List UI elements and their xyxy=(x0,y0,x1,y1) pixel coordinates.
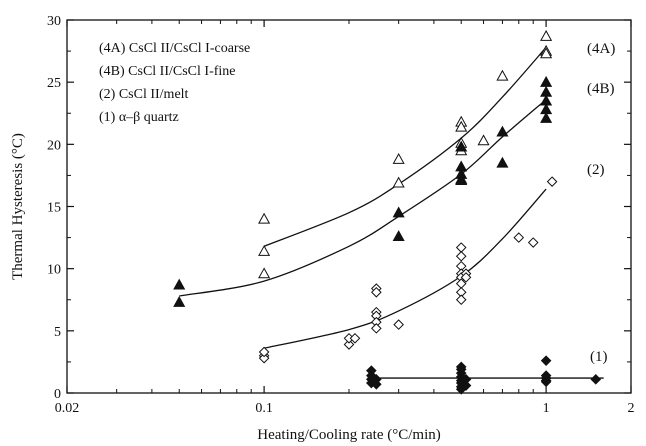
data-point-series-1 xyxy=(496,156,509,168)
y-tick-label: 15 xyxy=(47,201,61,216)
data-point-series-0 xyxy=(540,29,553,41)
x-tick-label: 1 xyxy=(543,401,550,416)
data-point-series-2 xyxy=(455,294,467,306)
legend: (4A) CsCl II/CsCl I-coarse (4B) CsCl II/C… xyxy=(99,41,250,125)
data-point-series-2 xyxy=(393,319,404,330)
legend-entry: (4B) CsCl II/CsCl I-fine xyxy=(99,64,236,79)
data-point-series-2 xyxy=(343,339,355,350)
series-annotation: (1) xyxy=(590,349,608,365)
data-point-series-3 xyxy=(460,380,472,391)
data-point-series-1 xyxy=(455,174,468,186)
data-point-series-2 xyxy=(513,232,525,243)
data-point-series-1 xyxy=(540,111,553,123)
data-point-series-3 xyxy=(371,378,382,390)
data-point-series-2 xyxy=(527,237,539,248)
data-point-series-2 xyxy=(460,272,472,283)
legend-entry: (1) α–β quartz xyxy=(99,110,179,125)
data-point-series-1 xyxy=(173,296,186,307)
data-point-series-2 xyxy=(349,332,361,344)
y-axis-title: Thermal Hysteresis (°C) xyxy=(10,133,26,280)
x-tick-label: 0.1 xyxy=(255,401,273,416)
data-point-series-1 xyxy=(392,230,405,241)
data-point-series-1 xyxy=(540,75,553,87)
legend-entry: (4A) CsCl II/CsCl I-coarse xyxy=(99,41,250,56)
data-point-series-0 xyxy=(258,245,271,256)
data-point-series-3 xyxy=(590,374,602,385)
data-point-series-0 xyxy=(455,120,468,132)
data-point-series-0 xyxy=(392,176,405,188)
data-point-series-0 xyxy=(258,267,271,279)
x-tick-label: 2 xyxy=(628,401,635,416)
y-tick-label: 20 xyxy=(47,138,61,153)
x-tick-label: 0.02 xyxy=(55,401,80,416)
data-point-series-2 xyxy=(258,352,270,364)
data-point-series-2 xyxy=(371,323,382,334)
series-annotations: (4A) (4B) (2) (1) xyxy=(587,41,615,365)
legend-entry: (2) CsCl II/melt xyxy=(99,87,189,102)
data-point-series-0 xyxy=(477,134,490,146)
data-point-series-2 xyxy=(258,346,270,358)
y-tick-label: 5 xyxy=(54,325,61,340)
y-tick-label: 10 xyxy=(47,263,61,278)
data-point-series-1 xyxy=(173,278,186,290)
x-axis-title: Heating/Cooling rate (°C/min) xyxy=(257,427,440,443)
fit-curve-series-0 xyxy=(263,46,547,247)
data-point-series-0 xyxy=(496,69,509,81)
data-point-series-2 xyxy=(455,250,467,262)
data-point-series-0 xyxy=(540,47,553,59)
data-point-series-3 xyxy=(540,355,552,366)
data-point-series-2 xyxy=(455,242,467,253)
series-annotation: (4A) xyxy=(587,41,615,57)
y-tick-label: 30 xyxy=(47,14,61,29)
data-point-series-1 xyxy=(496,125,509,137)
data-point-series-1 xyxy=(455,140,468,152)
y-tick-label: 25 xyxy=(47,76,61,91)
data-point-series-2 xyxy=(546,176,558,187)
series-annotation: (2) xyxy=(587,162,605,178)
data-point-series-2 xyxy=(371,286,382,298)
fit-curves xyxy=(179,46,604,379)
fit-curve-series-2 xyxy=(263,188,547,349)
fit-curve-series-1 xyxy=(179,99,547,297)
data-points xyxy=(173,29,602,395)
series-annotation: (4B) xyxy=(587,81,615,97)
data-point-series-3 xyxy=(540,376,552,388)
data-point-series-0 xyxy=(392,153,405,164)
data-point-series-0 xyxy=(258,212,271,224)
data-point-series-1 xyxy=(392,206,405,218)
y-tick-label: 0 xyxy=(54,387,61,402)
